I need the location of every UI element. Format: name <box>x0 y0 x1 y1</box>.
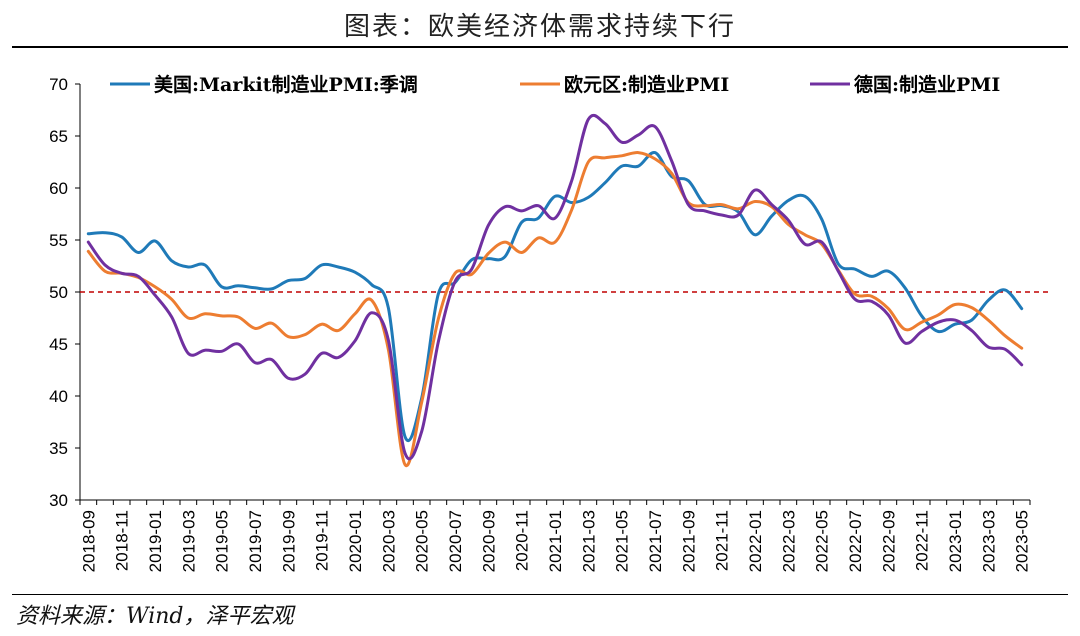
y-axis: 30 35 40 45 50 55 60 65 70 <box>49 75 81 510</box>
y-tick-label: 60 <box>49 179 68 198</box>
x-tick-label: 2019-01 <box>146 510 165 572</box>
y-tick-label: 70 <box>49 75 68 94</box>
y-tick-label: 45 <box>49 335 68 354</box>
x-axis: 2018-09 2018-11 2019-01 2019-03 2019-05 2019-… <box>79 499 1032 572</box>
page-title: 图表：欧美经济体需求持续下行 <box>343 12 736 42</box>
y-tick-label: 30 <box>49 491 68 510</box>
x-tick-label: 2023-01 <box>946 510 965 572</box>
x-tick-label: 2019-09 <box>279 510 298 572</box>
x-tick-label: 2023-03 <box>979 510 998 572</box>
x-tick-label: 2022-07 <box>846 510 865 572</box>
x-tick-label: 2021-11 <box>713 510 732 571</box>
x-tick-label: 2023-05 <box>1013 510 1032 572</box>
y-tick-label: 40 <box>49 387 68 406</box>
x-tick-label: 2022-09 <box>879 510 898 572</box>
x-tick-label: 2022-11 <box>913 510 932 571</box>
x-tick-label: 2022-01 <box>746 510 765 572</box>
source-note: 资料来源：Wind，泽平宏观 <box>16 604 294 629</box>
x-tick-label: 2019-11 <box>313 510 332 571</box>
series-line-2 <box>86 151 1024 468</box>
series-line-1 <box>86 151 1024 443</box>
x-tick-label: 2020-11 <box>513 510 532 571</box>
x-tick-label: 2021-07 <box>646 510 665 572</box>
x-tick-label: 2020-05 <box>413 510 432 572</box>
y-tick-label: 55 <box>49 231 68 250</box>
legend: 美国:Markit制造业PMI:季调 欧元区:制造业PMI 德国:制造业PMI <box>110 73 1000 96</box>
x-tick-label: 2018-11 <box>113 510 132 571</box>
series-lines <box>86 113 1024 468</box>
legend-label-2: 欧元区:制造业PMI <box>564 73 729 96</box>
x-tick-label: 2021-05 <box>613 510 632 572</box>
x-tick-label: 2021-03 <box>579 510 598 572</box>
x-tick-label: 2022-05 <box>813 510 832 572</box>
title-rule <box>12 46 1068 48</box>
x-tick-label: 2022-03 <box>779 510 798 572</box>
y-tick-label: 65 <box>49 127 68 146</box>
series-line-3 <box>86 113 1024 461</box>
x-tick-label: 2021-01 <box>546 510 565 572</box>
y-tick-label: 35 <box>49 439 68 458</box>
x-tick-label: 2020-03 <box>379 510 398 572</box>
x-tick-label: 2019-03 <box>179 510 198 572</box>
bottom-rule <box>12 594 1068 595</box>
x-tick-label: 2020-09 <box>479 510 498 572</box>
x-tick-label: 2019-07 <box>246 510 265 572</box>
y-tick-label: 50 <box>49 283 68 302</box>
legend-label-1: 美国:Markit制造业PMI:季调 <box>154 73 418 96</box>
x-tick-label: 2021-09 <box>679 510 698 572</box>
x-tick-label: 2020-01 <box>346 510 365 572</box>
x-tick-label: 2020-07 <box>446 510 465 572</box>
x-tick-label: 2019-05 <box>213 510 232 572</box>
legend-label-3: 德国:制造业PMI <box>854 73 1000 96</box>
x-tick-label: 2018-09 <box>79 510 98 572</box>
pmi-line-chart: 30 35 40 45 50 55 60 65 70 2018-09 2018-11 2019-01… <box>49 73 1050 572</box>
